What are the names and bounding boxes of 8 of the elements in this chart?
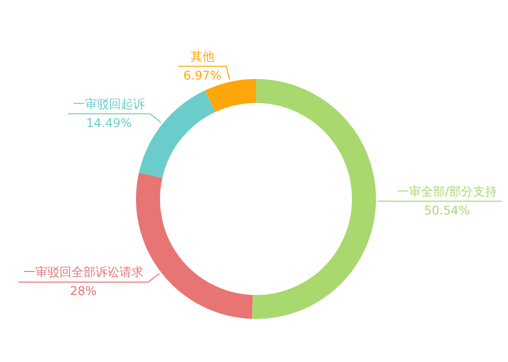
slice-label: 其他 (190, 49, 214, 64)
data-label: 14.49% (86, 116, 132, 130)
slice-label: 一审全部/部分支持 (396, 184, 498, 198)
data-label: 50.54% (424, 203, 470, 218)
data-label: 6.97% (183, 68, 222, 82)
slice-label: 一审驳回全部诉讼请求 (23, 265, 144, 280)
data-label: 28% (70, 284, 97, 298)
slice-label: 一审驳回起诉 (73, 96, 146, 111)
